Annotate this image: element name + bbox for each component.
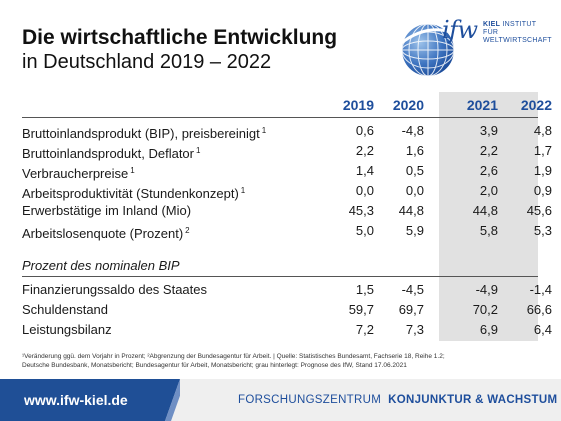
table-row: Finanzierungssaldo des Staates 1,5 -4,5 … — [22, 280, 552, 300]
header-divider — [22, 117, 538, 118]
table-row: Bruttoinlandsprodukt, Deflator 1 2,2 1,6 … — [22, 141, 552, 161]
year-header-2019: 2019 — [342, 97, 374, 113]
cell-value: 44,8 — [472, 203, 498, 218]
cell-value: 69,7 — [398, 302, 424, 317]
cell-value: 5,8 — [479, 223, 498, 238]
cell-value: 0,5 — [405, 163, 424, 178]
cell-value: 5,0 — [355, 223, 374, 238]
table-row: Bruttoinlandsprodukt (BIP), preisbereini… — [22, 121, 552, 141]
cell-value: 70,2 — [472, 302, 498, 317]
cell-value: 3,9 — [479, 123, 498, 138]
row-label: Arbeitsproduktivität (Stundenkonzept) 1 — [22, 186, 246, 201]
cell-value: 2,0 — [479, 183, 498, 198]
row-label: Bruttoinlandsprodukt (BIP), preisbereini… — [22, 126, 267, 141]
cell-value: 2,2 — [355, 143, 374, 158]
footer-url-panel — [0, 379, 180, 421]
cell-value: 1,7 — [533, 143, 552, 158]
cell-value: 45,3 — [348, 203, 374, 218]
cell-value: 1,9 — [533, 163, 552, 178]
ifw-logo: ifw KIEL INSTITUT FÜR WELTWIRTSCHAFT — [398, 14, 552, 80]
page-title: Die wirtschaftliche Entwicklung in Deuts… — [22, 26, 337, 74]
cell-value: 6,9 — [479, 322, 498, 337]
cell-value: 44,8 — [398, 203, 424, 218]
table-row: Arbeitsproduktivität (Stundenkonzept) 1 0… — [22, 181, 552, 201]
section-divider — [22, 276, 538, 277]
cell-value: 7,2 — [355, 322, 374, 337]
cell-value: -4,9 — [475, 282, 498, 297]
globe-icon — [399, 23, 457, 77]
logo-institute: KIEL INSTITUT FÜR WELTWIRTSCHAFT — [483, 21, 552, 44]
cell-value: -4,8 — [401, 123, 424, 138]
footer-bar: www.ifw-kiel.de FORSCHUNGSZENTRUM KONJUN… — [0, 379, 561, 421]
year-header-2020: 2020 — [392, 97, 424, 113]
cell-value: 1,5 — [355, 282, 374, 297]
cell-value: -1,4 — [529, 282, 552, 297]
cell-value: 45,6 — [526, 203, 552, 218]
research-center-label: FORSCHUNGSZENTRUM KONJUNKTUR & WACHSTUM — [238, 394, 558, 406]
section-title: Prozent des nominalen BIP — [22, 258, 180, 273]
footnote-line-1: ¹Veränderung ggü. dem Vorjahr in Prozent… — [22, 353, 445, 360]
row-label: Arbeitslosenquote (Prozent) 2 — [22, 226, 190, 241]
footnote: ¹Veränderung ggü. dem Vorjahr in Prozent… — [22, 352, 547, 370]
table-row: Schuldenstand 59,7 69,7 70,2 66,6 — [22, 300, 552, 320]
cell-value: 0,9 — [533, 183, 552, 198]
row-label: Verbraucherpreise 1 — [22, 166, 135, 181]
row-label: Finanzierungssaldo des Staates — [22, 282, 208, 297]
cell-value: 59,7 — [348, 302, 374, 317]
cell-value: 0,0 — [355, 183, 374, 198]
cell-value: 0,6 — [355, 123, 374, 138]
cell-value: 66,6 — [526, 302, 552, 317]
cell-value: 1,4 — [355, 163, 374, 178]
row-label: Bruttoinlandsprodukt, Deflator 1 — [22, 146, 201, 161]
footnote-line-2: Deutsche Bundesbank, Monatsbericht; Bund… — [22, 362, 407, 369]
cell-value: -4,5 — [401, 282, 424, 297]
cell-value: 2,2 — [479, 143, 498, 158]
row-label: Schuldenstand — [22, 302, 109, 317]
cell-value: 2,6 — [479, 163, 498, 178]
cell-value: 5,3 — [533, 223, 552, 238]
cell-value: 4,8 — [533, 123, 552, 138]
logo-wordmark: ifw — [442, 16, 478, 44]
cell-value: 5,9 — [405, 223, 424, 238]
table-row: Verbraucherpreise 1 1,4 0,5 2,6 1,9 — [22, 161, 552, 181]
cell-value: 0,0 — [405, 183, 424, 198]
row-label: Erwerbstätige im Inland (Mio) — [22, 203, 192, 218]
cell-value: 7,3 — [405, 322, 424, 337]
year-header-2021: 2021 — [466, 97, 498, 113]
table-row: Erwerbstätige im Inland (Mio) 45,3 44,8 … — [22, 201, 552, 221]
title-line-1: Die wirtschaftliche Entwicklung — [22, 26, 338, 49]
row-label: Leistungsbilanz — [22, 322, 112, 337]
website-link[interactable]: www.ifw-kiel.de — [24, 392, 128, 408]
cell-value: 1,6 — [405, 143, 424, 158]
cell-value: 6,4 — [533, 322, 552, 337]
table-row: Arbeitslosenquote (Prozent) 2 5,0 5,9 5,8… — [22, 221, 552, 241]
title-line-2: in Deutschland 2019 – 2022 — [22, 51, 272, 73]
table-row: Leistungsbilanz 7,2 7,3 6,9 6,4 — [22, 320, 552, 340]
year-header-2022: 2022 — [520, 97, 552, 113]
forecast-shading — [439, 92, 538, 341]
